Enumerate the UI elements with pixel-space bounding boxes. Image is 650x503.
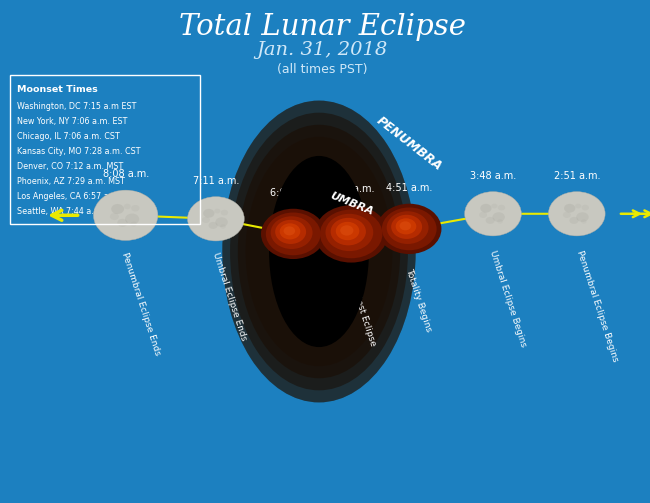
Circle shape xyxy=(124,204,131,209)
Circle shape xyxy=(331,218,366,245)
Text: Los Angeles, CA 6:57 a.m. PST: Los Angeles, CA 6:57 a.m. PST xyxy=(18,192,139,201)
Circle shape xyxy=(491,204,497,208)
Circle shape xyxy=(493,212,505,222)
Circle shape xyxy=(209,222,218,229)
Text: Greatest Eclipse: Greatest Eclipse xyxy=(346,274,377,347)
Circle shape xyxy=(283,226,295,235)
Circle shape xyxy=(266,212,320,256)
Text: Umbral Eclipse Ends: Umbral Eclipse Ends xyxy=(211,252,248,342)
Circle shape xyxy=(202,217,210,223)
Circle shape xyxy=(270,216,313,249)
Circle shape xyxy=(387,211,428,244)
Text: (all times PST): (all times PST) xyxy=(277,63,367,76)
Circle shape xyxy=(382,207,437,250)
Circle shape xyxy=(336,222,359,240)
Text: Totality Ends: Totality Ends xyxy=(288,273,314,330)
Text: Washington, DC 7:15 a.m EST: Washington, DC 7:15 a.m EST xyxy=(18,102,136,111)
Text: Phoenix, AZ 7:29 a.m. MST: Phoenix, AZ 7:29 a.m. MST xyxy=(18,177,125,186)
Circle shape xyxy=(261,209,326,259)
Text: Umbral Eclipse Begins: Umbral Eclipse Begins xyxy=(488,249,527,348)
Circle shape xyxy=(110,213,119,220)
Text: 5:29 a.m.: 5:29 a.m. xyxy=(328,184,374,194)
Text: Chicago, IL 7:06 a.m. CST: Chicago, IL 7:06 a.m. CST xyxy=(18,132,120,141)
Circle shape xyxy=(315,205,388,263)
Circle shape xyxy=(564,204,575,213)
Text: 6:07 a.m.: 6:07 a.m. xyxy=(270,188,317,198)
Circle shape xyxy=(396,218,416,234)
Circle shape xyxy=(549,192,605,236)
Circle shape xyxy=(203,209,214,218)
Circle shape xyxy=(125,213,139,224)
Circle shape xyxy=(214,209,220,213)
Circle shape xyxy=(94,190,158,240)
Circle shape xyxy=(131,205,140,212)
Circle shape xyxy=(111,204,124,214)
Circle shape xyxy=(563,212,571,218)
Ellipse shape xyxy=(269,156,369,347)
Text: 3:48 a.m.: 3:48 a.m. xyxy=(470,171,516,181)
Circle shape xyxy=(576,212,589,222)
Circle shape xyxy=(275,220,306,244)
Circle shape xyxy=(391,215,422,239)
Circle shape xyxy=(569,217,578,224)
Text: 4:51 a.m.: 4:51 a.m. xyxy=(386,183,432,193)
Circle shape xyxy=(326,214,373,251)
Circle shape xyxy=(377,204,441,254)
Circle shape xyxy=(465,192,521,236)
Circle shape xyxy=(400,221,411,230)
Circle shape xyxy=(215,217,227,227)
Text: PENUMBRA: PENUMBRA xyxy=(374,114,445,173)
Ellipse shape xyxy=(222,101,415,402)
Circle shape xyxy=(581,219,587,224)
Circle shape xyxy=(320,210,382,258)
Ellipse shape xyxy=(230,113,408,390)
Ellipse shape xyxy=(222,101,415,402)
Ellipse shape xyxy=(246,137,393,366)
Circle shape xyxy=(220,224,226,229)
Circle shape xyxy=(498,205,505,210)
Text: Penumbral Eclipse Begins: Penumbral Eclipse Begins xyxy=(575,249,619,363)
Text: Total Lunar Eclipse: Total Lunar Eclipse xyxy=(179,13,465,41)
Circle shape xyxy=(575,204,581,208)
Text: Denver, CO 7:12 a.m. MST: Denver, CO 7:12 a.m. MST xyxy=(18,162,124,171)
Text: Penumbral Eclipse Ends: Penumbral Eclipse Ends xyxy=(120,252,162,357)
Text: 8:08 a.m.: 8:08 a.m. xyxy=(103,169,149,179)
Circle shape xyxy=(582,205,589,210)
Text: Kansas City, MO 7:28 a.m. CST: Kansas City, MO 7:28 a.m. CST xyxy=(18,147,141,156)
Circle shape xyxy=(221,210,228,215)
Circle shape xyxy=(340,225,354,235)
Circle shape xyxy=(486,217,495,224)
Text: 7:11 a.m.: 7:11 a.m. xyxy=(192,176,239,186)
Circle shape xyxy=(131,222,137,226)
Text: Seattle, WA 7:44 a.m. PST: Seattle, WA 7:44 a.m. PST xyxy=(18,207,122,216)
Circle shape xyxy=(480,204,491,213)
Circle shape xyxy=(117,219,127,227)
Text: Moonset Times: Moonset Times xyxy=(18,85,98,94)
Text: New York, NY 7:06 a.m. EST: New York, NY 7:06 a.m. EST xyxy=(18,117,128,126)
Circle shape xyxy=(479,212,487,218)
Circle shape xyxy=(280,223,300,239)
Ellipse shape xyxy=(238,125,400,378)
Text: UMBRA: UMBRA xyxy=(329,191,375,217)
Circle shape xyxy=(497,219,503,224)
Circle shape xyxy=(188,197,244,241)
Text: 2:51 a.m.: 2:51 a.m. xyxy=(554,171,600,181)
Text: Totality Begins: Totality Begins xyxy=(404,268,433,333)
Text: Jan. 31, 2018: Jan. 31, 2018 xyxy=(257,41,388,59)
